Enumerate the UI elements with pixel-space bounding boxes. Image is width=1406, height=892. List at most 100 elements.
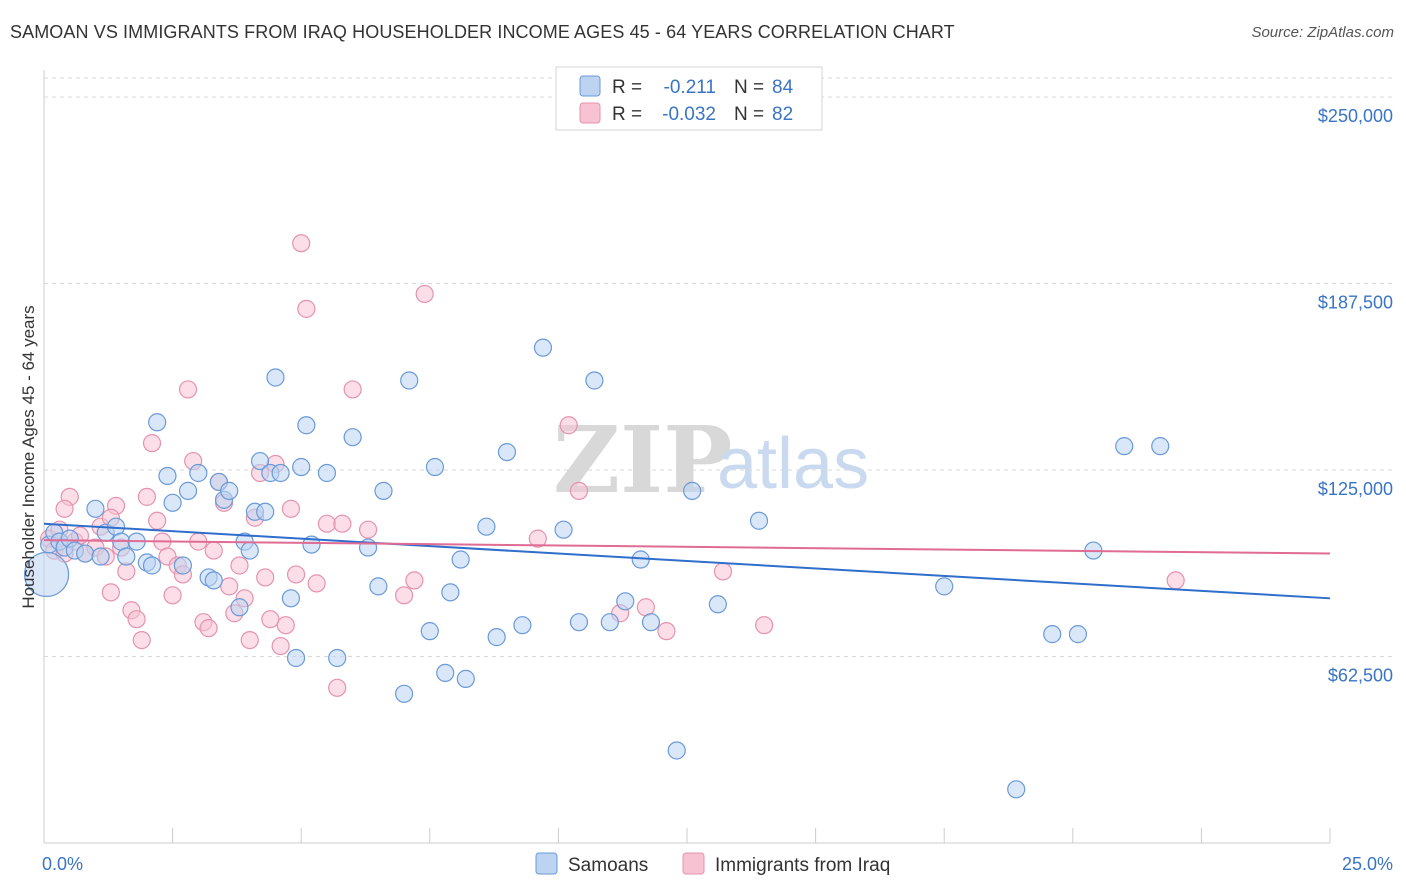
iraq-point (559, 416, 578, 435)
iraq-point (230, 556, 249, 575)
y-tick-labels: $62,500 $125,000 $187,500 $250,000 (1318, 106, 1393, 686)
samoan-point (1043, 625, 1062, 644)
legend-swatch-iraq (579, 102, 601, 124)
iraq-point (405, 571, 424, 590)
iraq-point (292, 234, 311, 253)
iraq-point (271, 636, 290, 656)
iraq-point (55, 499, 74, 518)
samoan-point (271, 463, 290, 483)
iraq-point (276, 616, 295, 635)
x-tick-max: 25.0% (1342, 854, 1393, 874)
y-tick-label: $62,500 (1328, 666, 1393, 686)
iraq-point (343, 380, 362, 399)
legend-r-value-2: -0.032 (662, 104, 716, 125)
samoan-point (749, 511, 769, 530)
iraq-point (127, 610, 146, 629)
samoan-point (266, 368, 285, 387)
watermark-atlas: atlas (717, 424, 869, 504)
legend-swatch-samoans (579, 75, 601, 97)
iraq-point (328, 678, 347, 697)
samoan-point (616, 592, 635, 611)
samoan-point (436, 663, 455, 683)
iraq-point (528, 529, 547, 548)
samoan-point (451, 550, 470, 569)
iraq-point (132, 630, 151, 650)
legend-r-value-1: -0.211 (664, 77, 716, 98)
iraq-point (713, 562, 733, 581)
iraq-point (297, 299, 316, 318)
iraq-point (148, 511, 167, 530)
bottom-legend-swatch-iraq (682, 852, 705, 875)
samoan-point (497, 442, 517, 462)
y-tick-label: $250,000 (1318, 106, 1393, 126)
samoan-point (708, 595, 727, 614)
samoan-point (369, 577, 388, 596)
samoan-point (533, 338, 553, 357)
samoan-point (513, 616, 532, 635)
samoan-point (230, 598, 249, 617)
samoan-point (554, 520, 573, 539)
iraq-point (281, 499, 301, 518)
iraq-point (204, 541, 223, 560)
iraq-point (137, 487, 156, 506)
iraq-trend-line (43, 539, 1331, 555)
iraq-point (415, 284, 434, 304)
y-axis-label: Householder Income Ages 45 - 64 years (19, 305, 38, 608)
legend-r-label-1: R = (612, 77, 642, 98)
samoan-point (477, 517, 496, 536)
samoan-point (117, 547, 136, 566)
samoan-point (189, 463, 208, 483)
bottom-legend-samoans: Samoans (568, 855, 648, 876)
samoan-point (86, 499, 105, 518)
samoan-point (683, 481, 702, 500)
iraq-point (657, 622, 676, 641)
legend-n-value-1: 84 (772, 77, 794, 98)
correlation-legend: R = -0.211 N = 84 R = -0.032 N = 82 (555, 66, 823, 131)
trend-layer (43, 522, 1331, 600)
source-label: Source: ZipAtlas.com (1251, 24, 1394, 41)
iraq-point (178, 380, 198, 399)
iraq-point (1166, 571, 1185, 590)
samoan-point (328, 648, 347, 668)
samoan-point (220, 481, 239, 500)
samoan-point-cluster (23, 551, 70, 598)
axis-layer (43, 70, 1331, 844)
samoan-point (148, 413, 167, 432)
samoan-point (394, 684, 414, 703)
samoan-point (935, 577, 954, 596)
samoan-point (1007, 780, 1026, 799)
iraq-point (358, 520, 378, 539)
samoan-point (256, 502, 275, 521)
legend-n-value-2: 82 (772, 104, 793, 125)
samoan-point (420, 622, 439, 641)
iraq-point (569, 481, 589, 500)
samoan-point (641, 613, 661, 632)
legend-n-label-1: N = (734, 77, 764, 98)
samoan-point (240, 541, 259, 560)
iraq-point (142, 434, 162, 453)
samoan-point (343, 428, 362, 447)
x-tick-min: 0.0% (42, 854, 83, 874)
iraq-point (307, 574, 326, 593)
iraq-point (317, 514, 337, 533)
samoan-point (569, 613, 589, 632)
samoan-point (91, 547, 110, 566)
chart-title: SAMOAN VS IMMIGRANTS FROM IRAQ HOUSEHOLD… (10, 22, 955, 42)
samoan-point (1068, 625, 1088, 644)
samoan-point (441, 583, 460, 602)
y-tick-label: $125,000 (1318, 479, 1393, 499)
samoan-point (600, 613, 619, 632)
y-tick-label: $187,500 (1318, 293, 1393, 313)
samoan-point (250, 451, 270, 471)
samoan-point (667, 741, 686, 760)
iraq-point (220, 577, 239, 596)
iraq-point (286, 565, 306, 584)
samoan-point (487, 628, 506, 647)
legend-n-label-2: N = (734, 104, 764, 125)
bottom-legend-swatch-samoans (535, 852, 558, 875)
samoan-point (204, 571, 223, 590)
samoan-point (286, 648, 306, 668)
samoan-point (1115, 437, 1134, 456)
iraq-point (101, 583, 120, 602)
